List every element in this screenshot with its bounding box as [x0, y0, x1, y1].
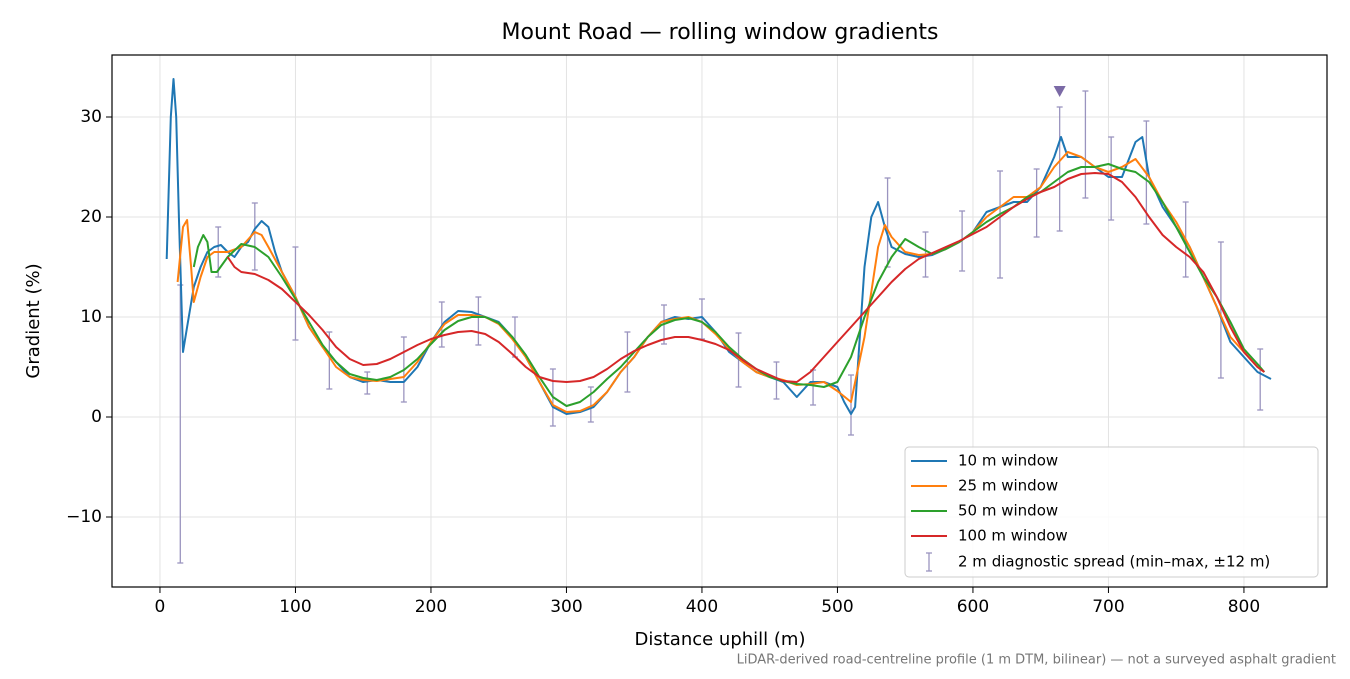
error-bar: [1217, 241, 1224, 379]
series-line: [226, 172, 1265, 383]
x-tick-label: 600: [957, 597, 989, 617]
x-tick-label: 500: [821, 597, 853, 617]
error-bar: [1033, 168, 1040, 238]
legend-box: [904, 446, 1319, 578]
y-tick-label: 20: [80, 207, 102, 227]
peak-marker: [1053, 86, 1066, 97]
legend-label: 2 m diagnostic spread (min–max, ±12 m): [958, 553, 1270, 571]
error-bar: [251, 202, 258, 271]
legend-label: 10 m window: [958, 452, 1058, 470]
error-bar: [364, 371, 371, 395]
series-line: [176, 151, 1265, 413]
error-bar: [326, 331, 333, 390]
x-tick-label: 700: [1092, 597, 1124, 617]
error-bar: [884, 177, 891, 268]
error-bar: [847, 374, 854, 436]
error-bar: [475, 296, 482, 346]
plot-frame: [111, 54, 1328, 588]
error-bar: [810, 369, 817, 406]
legend-label: 100 m window: [958, 527, 1068, 545]
series-line: [165, 78, 1272, 415]
x-tick-label: 0: [155, 597, 166, 617]
legend-label: 50 m window: [958, 502, 1058, 520]
chart-title: Mount Road — rolling window gradients: [502, 20, 939, 45]
x-tick-label: 800: [1228, 597, 1260, 617]
error-bar: [1056, 106, 1063, 232]
y-tick-label: 0: [91, 407, 102, 427]
x-tick-label: 200: [415, 597, 447, 617]
series-line: [192, 163, 1266, 407]
error-bar: [1082, 90, 1089, 199]
y-tick-label: −10: [66, 507, 102, 527]
x-tick-label: 100: [279, 597, 311, 617]
error-bar: [624, 331, 631, 393]
x-axis-label: Distance uphill (m): [635, 629, 806, 650]
legend-label: 25 m window: [958, 477, 1058, 495]
footnote: LiDAR-derived road-centreline profile (1…: [737, 653, 1336, 668]
y-tick-label: 10: [80, 307, 102, 327]
y-tick-label: 30: [80, 107, 102, 127]
error-bar: [1257, 348, 1264, 411]
error-bar: [997, 170, 1004, 279]
error-bar: [1108, 136, 1115, 221]
x-tick-label: 300: [550, 597, 582, 617]
x-tick-label: 400: [686, 597, 718, 617]
y-axis-label: Gradient (%): [23, 263, 44, 378]
error-bar: [292, 246, 299, 341]
